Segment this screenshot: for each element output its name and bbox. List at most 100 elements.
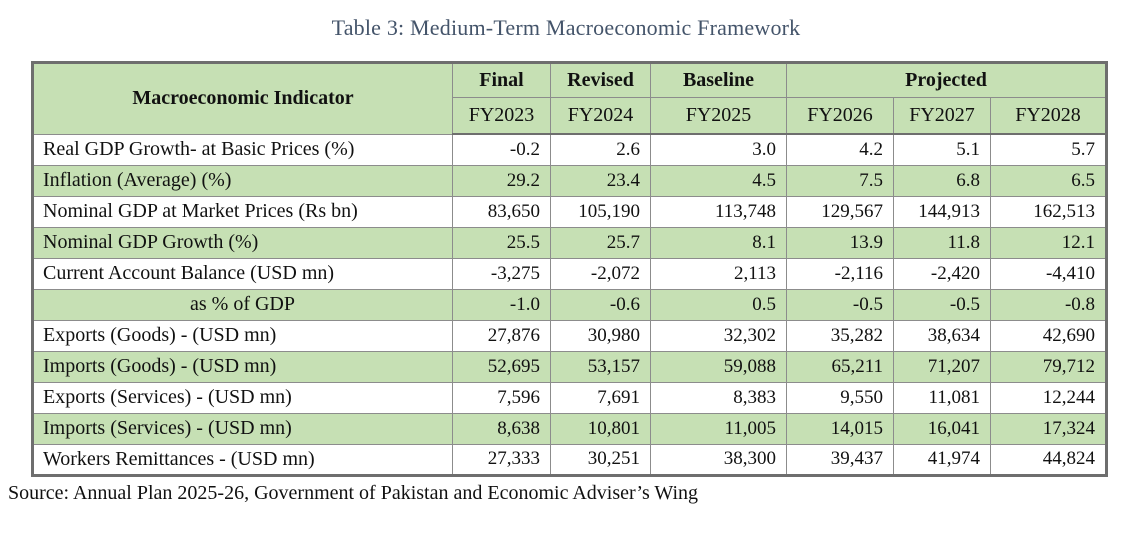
cell-value: 8,638 bbox=[452, 412, 551, 445]
cell-value: 30,980 bbox=[550, 319, 651, 352]
cell-value: 17,324 bbox=[989, 412, 1108, 445]
cell-value: 53,157 bbox=[550, 350, 651, 383]
cell-value: -2,420 bbox=[893, 257, 991, 290]
cell-value: -4,410 bbox=[989, 257, 1108, 290]
row-indicator: Exports (Goods) - (USD mn) bbox=[32, 319, 453, 352]
year-header-fy2028: FY2028 bbox=[989, 97, 1108, 135]
col-group-final: Final bbox=[452, 62, 551, 98]
row-indicator: Exports (Services) - (USD mn) bbox=[32, 381, 453, 414]
row-indicator: Real GDP Growth- at Basic Prices (%) bbox=[32, 133, 453, 166]
cell-value: 6.8 bbox=[893, 164, 991, 197]
cell-value: -2,116 bbox=[786, 257, 894, 290]
cell-value: 12,244 bbox=[989, 381, 1108, 414]
cell-value: 32,302 bbox=[650, 319, 787, 352]
cell-value: 12.1 bbox=[989, 226, 1108, 259]
cell-value: -0.8 bbox=[989, 288, 1108, 321]
year-header-fy2027: FY2027 bbox=[893, 97, 991, 135]
cell-value: 29.2 bbox=[452, 164, 551, 197]
cell-value: 11,005 bbox=[650, 412, 787, 445]
cell-value: 25.5 bbox=[452, 226, 551, 259]
cell-value: 0.5 bbox=[650, 288, 787, 321]
cell-value: 5.1 bbox=[893, 133, 991, 166]
cell-value: 30,251 bbox=[550, 443, 651, 476]
cell-value: -0.6 bbox=[550, 288, 651, 321]
cell-value: 38,300 bbox=[650, 443, 787, 476]
row-indicator: Imports (Goods) - (USD mn) bbox=[32, 350, 453, 383]
year-header-fy2024: FY2024 bbox=[550, 97, 651, 135]
year-header-fy2023: FY2023 bbox=[452, 97, 551, 135]
cell-value: 7.5 bbox=[786, 164, 894, 197]
cell-value: 71,207 bbox=[893, 350, 991, 383]
cell-value: 11,081 bbox=[893, 381, 991, 414]
cell-value: 65,211 bbox=[786, 350, 894, 383]
cell-value: 4.5 bbox=[650, 164, 787, 197]
cell-value: 4.2 bbox=[786, 133, 894, 166]
cell-value: 10,801 bbox=[550, 412, 651, 445]
cell-value: -0.5 bbox=[786, 288, 894, 321]
cell-value: 144,913 bbox=[893, 195, 991, 228]
table-row-nominal-gdp-growth: Nominal GDP Growth (%) 25.5 25.7 8.1 13.… bbox=[32, 226, 1108, 259]
cell-value: 41,974 bbox=[893, 443, 991, 476]
cell-value: -2,072 bbox=[550, 257, 651, 290]
cell-value: 8.1 bbox=[650, 226, 787, 259]
table-row-current-account-balance: Current Account Balance (USD mn) -3,275 … bbox=[32, 257, 1108, 290]
cell-value: 38,634 bbox=[893, 319, 991, 352]
cell-value: 2.6 bbox=[550, 133, 651, 166]
cell-value: -1.0 bbox=[452, 288, 551, 321]
macro-framework-table: Macroeconomic Indicator Final Revised Ba… bbox=[31, 61, 1109, 477]
table-title: Table 3: Medium-Term Macroeconomic Frame… bbox=[331, 15, 801, 40]
table-row-imports-services: Imports (Services) - (USD mn) 8,638 10,8… bbox=[32, 412, 1108, 445]
cell-value: 79,712 bbox=[989, 350, 1108, 383]
cell-value: -0.5 bbox=[893, 288, 991, 321]
cell-value: 6.5 bbox=[989, 164, 1108, 197]
cell-value: 44,824 bbox=[989, 443, 1108, 476]
cell-value: 8,383 bbox=[650, 381, 787, 414]
cell-value: 5.7 bbox=[989, 133, 1108, 166]
cell-value: 11.8 bbox=[893, 226, 991, 259]
cell-value: 23.4 bbox=[550, 164, 651, 197]
cell-value: 16,041 bbox=[893, 412, 991, 445]
cell-value: 14,015 bbox=[786, 412, 894, 445]
cell-value: 13.9 bbox=[786, 226, 894, 259]
table-row-nominal-gdp-market-prices: Nominal GDP at Market Prices (Rs bn) 83,… bbox=[32, 195, 1108, 228]
cell-value: -0.2 bbox=[452, 133, 551, 166]
indicator-column-header: Macroeconomic Indicator bbox=[32, 62, 453, 135]
cell-value: 105,190 bbox=[550, 195, 651, 228]
cell-value: -3,275 bbox=[452, 257, 551, 290]
table-row-exports-services: Exports (Services) - (USD mn) 7,596 7,69… bbox=[32, 381, 1108, 414]
source-note: Source: Annual Plan 2025-26, Government … bbox=[8, 481, 699, 504]
cell-value: 2,113 bbox=[650, 257, 787, 290]
cell-value: 3.0 bbox=[650, 133, 787, 166]
cell-value: 83,650 bbox=[452, 195, 551, 228]
col-group-revised: Revised bbox=[550, 62, 651, 98]
row-indicator: Imports (Services) - (USD mn) bbox=[32, 412, 453, 445]
year-header-fy2026: FY2026 bbox=[786, 97, 894, 135]
cell-value: 113,748 bbox=[650, 195, 787, 228]
table-row-cab-pct-gdp: as % of GDP -1.0 -0.6 0.5 -0.5 -0.5 -0.8 bbox=[32, 288, 1108, 321]
cell-value: 39,437 bbox=[786, 443, 894, 476]
cell-value: 27,333 bbox=[452, 443, 551, 476]
row-indicator: Workers Remittances - (USD mn) bbox=[32, 443, 453, 476]
cell-value: 35,282 bbox=[786, 319, 894, 352]
table-row-real-gdp-growth: Real GDP Growth- at Basic Prices (%) -0.… bbox=[32, 133, 1108, 166]
table-row-inflation: Inflation (Average) (%) 29.2 23.4 4.5 7.… bbox=[32, 164, 1108, 197]
cell-value: 129,567 bbox=[786, 195, 894, 228]
year-header-fy2025: FY2025 bbox=[650, 97, 787, 135]
row-indicator: as % of GDP bbox=[32, 288, 453, 321]
cell-value: 162,513 bbox=[989, 195, 1108, 228]
col-group-baseline: Baseline bbox=[650, 62, 787, 98]
cell-value: 25.7 bbox=[550, 226, 651, 259]
row-indicator: Nominal GDP Growth (%) bbox=[32, 226, 453, 259]
cell-value: 27,876 bbox=[452, 319, 551, 352]
header-group-row: Macroeconomic Indicator Final Revised Ba… bbox=[32, 62, 1108, 135]
table-row-imports-goods: Imports (Goods) - (USD mn) 52,695 53,157… bbox=[32, 350, 1108, 383]
table-row-exports-goods: Exports (Goods) - (USD mn) 27,876 30,980… bbox=[32, 319, 1108, 352]
row-indicator: Current Account Balance (USD mn) bbox=[32, 257, 453, 290]
cell-value: 7,691 bbox=[550, 381, 651, 414]
col-group-projected: Projected bbox=[785, 62, 1108, 98]
table-row-workers-remittances: Workers Remittances - (USD mn) 27,333 30… bbox=[32, 443, 1108, 476]
row-indicator: Inflation (Average) (%) bbox=[32, 164, 453, 197]
header-year-row: FY2023 FY2024 FY2025 FY2026 FY2027 FY202… bbox=[33, 97, 1108, 135]
cell-value: 7,596 bbox=[452, 381, 551, 414]
